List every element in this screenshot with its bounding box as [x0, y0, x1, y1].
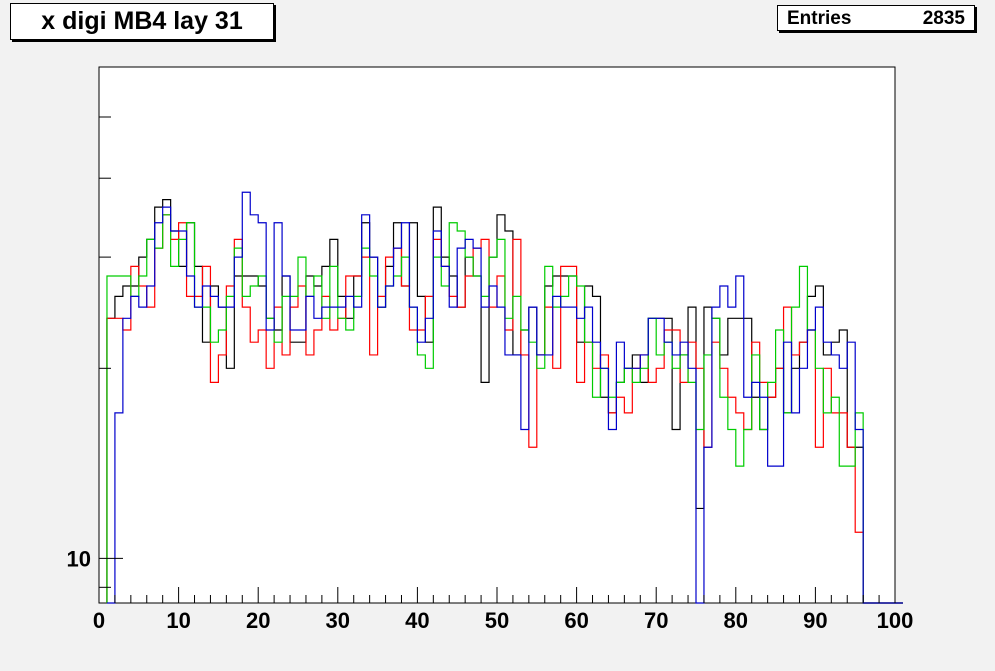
y-tick-label: 10	[67, 546, 91, 571]
x-tick-label: 50	[485, 608, 509, 633]
entries-label: Entries	[787, 8, 852, 29]
x-tick-label: 70	[644, 608, 668, 633]
stats-box: Entries 2835	[777, 5, 975, 31]
x-tick-label: 10	[166, 608, 190, 633]
x-tick-label: 30	[326, 608, 350, 633]
x-tick-label: 60	[564, 608, 588, 633]
entries-value: 2835	[922, 8, 965, 29]
histogram-series-4	[106, 191, 903, 604]
x-tick-label: 20	[246, 608, 270, 633]
x-tick-label: 40	[405, 608, 429, 633]
x-tick-label: 80	[724, 608, 748, 633]
plot-frame	[98, 66, 896, 604]
x-tick-label: 0	[93, 608, 105, 633]
histogram-title: x digi MB4 lay 31	[10, 3, 274, 40]
x-tick-label: 100	[877, 608, 914, 633]
histogram-series-3	[106, 214, 903, 604]
x-tick-label: 90	[803, 608, 827, 633]
